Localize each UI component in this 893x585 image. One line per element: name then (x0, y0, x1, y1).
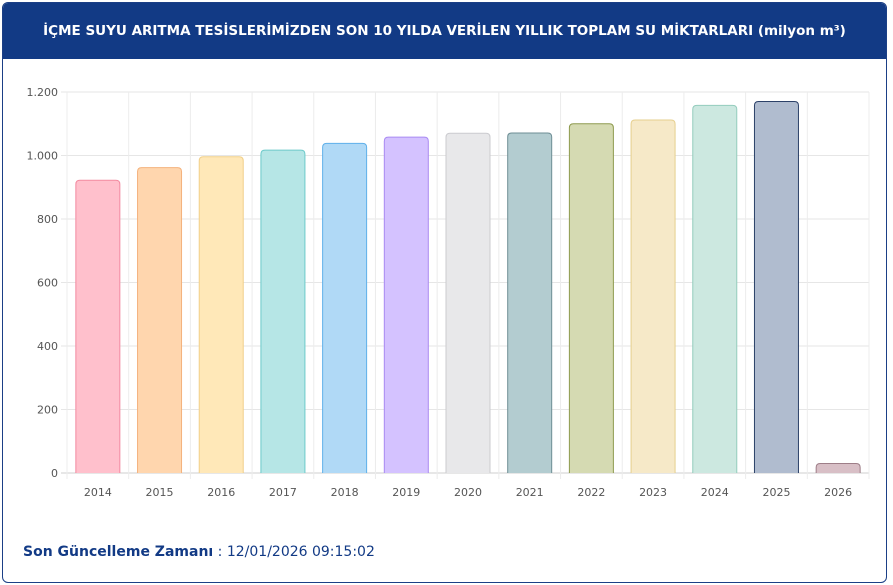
bar-chart: 0 200 400 600 800 1.000 1.200 2014 2015 2016 2017… (27, 86, 870, 499)
last-update-separator: : (213, 544, 227, 560)
bar-2019[interactable] (383, 136, 429, 473)
chart-title: İÇME SUYU ARITMA TESİSLERİMİZDEN SON 10 … (3, 3, 886, 59)
bar-2014[interactable] (75, 179, 121, 473)
x-tick-label: 2024 (701, 486, 729, 499)
last-update: Son Güncelleme Zamanı : 12/01/2026 09:15… (23, 544, 375, 560)
y-tick-label: 400 (37, 340, 58, 353)
y-tick-label: 0 (51, 467, 58, 480)
y-tick-label: 200 (37, 404, 58, 417)
x-tick-label: 2016 (207, 486, 235, 499)
bar-2022[interactable] (568, 123, 614, 473)
y-tick-label: 1.000 (27, 150, 59, 163)
x-tick-label: 2026 (824, 486, 852, 499)
bar-2023[interactable] (630, 119, 676, 473)
x-tick-label: 2018 (331, 486, 359, 499)
chart-bars (75, 101, 861, 473)
y-tick-label: 600 (37, 277, 58, 290)
x-tick-label: 2025 (762, 486, 790, 499)
x-tick-label: 2014 (84, 486, 112, 499)
x-tick-label: 2015 (146, 486, 174, 499)
bar-2015[interactable] (137, 167, 183, 473)
x-tick-label: 2023 (639, 486, 667, 499)
x-tick-label: 2020 (454, 486, 482, 499)
bar-2020[interactable] (445, 132, 491, 473)
x-tick-label: 2022 (577, 486, 605, 499)
bar-2016[interactable] (198, 156, 244, 473)
chart-title-text: İÇME SUYU ARITMA TESİSLERİMİZDEN SON 10 … (43, 23, 846, 39)
bar-2024[interactable] (692, 104, 738, 473)
x-tick-label: 2021 (516, 486, 544, 499)
bar-2017[interactable] (260, 149, 306, 473)
bar-2026[interactable] (815, 462, 861, 473)
last-update-label: Son Güncelleme Zamanı (23, 544, 214, 560)
last-update-timestamp: 12/01/2026 09:15:02 (226, 544, 375, 560)
y-axis: 0 200 400 600 800 1.000 1.200 (27, 86, 59, 480)
bar-2018[interactable] (322, 142, 368, 473)
x-tick-label: 2019 (392, 486, 420, 499)
y-tick-label: 800 (37, 213, 58, 226)
y-tick-label: 1.200 (27, 86, 59, 99)
bar-2025[interactable] (753, 101, 799, 473)
x-tick-label: 2017 (269, 486, 297, 499)
bar-2021[interactable] (507, 132, 553, 473)
x-axis: 2014 2015 2016 2017 2018 2019 2020 2021 2022 2023… (84, 486, 852, 499)
